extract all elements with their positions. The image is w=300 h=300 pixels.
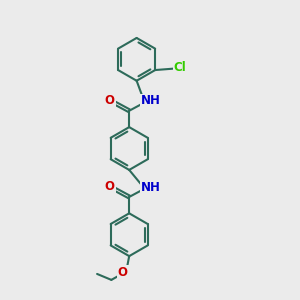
Text: NH: NH	[141, 94, 161, 107]
Text: O: O	[118, 266, 128, 279]
Text: O: O	[105, 94, 115, 107]
Text: Cl: Cl	[173, 61, 186, 74]
Text: NH: NH	[141, 181, 161, 194]
Text: O: O	[105, 180, 115, 193]
